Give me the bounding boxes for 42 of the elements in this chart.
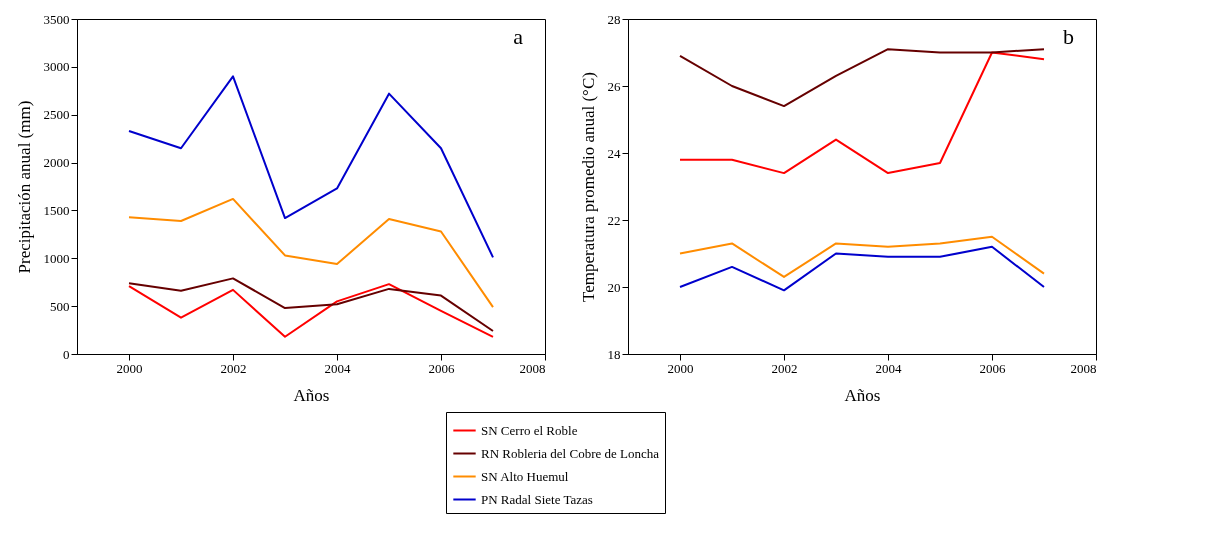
y-tick-label: 1000 [43,250,70,266]
y-axis-title: Precipitación anual (mm) [14,100,34,274]
x-tick-label: 2006 [979,360,1006,376]
legend-label: SN Cerro el Roble [481,422,578,438]
line-series [679,245,1045,292]
legend-label: RN Robleria del Cobre de Loncha [481,445,660,461]
x-tick-label: 2004 [875,360,902,376]
y-tick-label: 24 [607,145,621,161]
y-tick-label: 28 [607,11,621,27]
y-tick-label: 22 [607,212,621,228]
line-series [679,48,1045,108]
x-tick-label: 2000 [667,360,694,376]
legend-label: SN Alto Huemul [481,468,569,484]
line-series [679,51,1045,175]
x-tick-label: 2008 [1070,360,1097,376]
x-axis-title: Años [844,385,881,405]
line-series [128,75,494,259]
y-tick-label: 18 [607,346,621,362]
x-tick-label: 2004 [324,360,351,376]
y-tick-label: 2000 [43,155,70,171]
y-tick-label: 0 [63,346,70,362]
y-tick-label: 500 [50,298,70,314]
x-tick-label: 2002 [220,360,247,376]
x-tick-label: 2006 [428,360,455,376]
y-tick-label: 2500 [43,107,70,123]
line-series [128,283,494,338]
y-tick-label: 26 [607,78,621,94]
annotation: b [1063,24,1074,49]
x-tick-label: 2008 [519,360,546,376]
y-tick-label: 1500 [43,202,70,218]
line-series [679,235,1045,278]
y-tick-label: 20 [607,279,621,295]
y-tick-label: 3000 [43,59,70,75]
x-tick-label: 2002 [771,360,798,376]
line-series [128,277,494,333]
annotation: a [513,24,524,49]
line-series [128,197,494,309]
x-axis-title: Años [293,385,330,405]
y-tick-label: 3500 [43,11,70,27]
y-axis-title: Temperatura promedio anual (°C) [578,72,598,302]
x-tick-label: 2000 [116,360,143,376]
legend-label: PN Radal Siete Tazas [481,491,593,507]
